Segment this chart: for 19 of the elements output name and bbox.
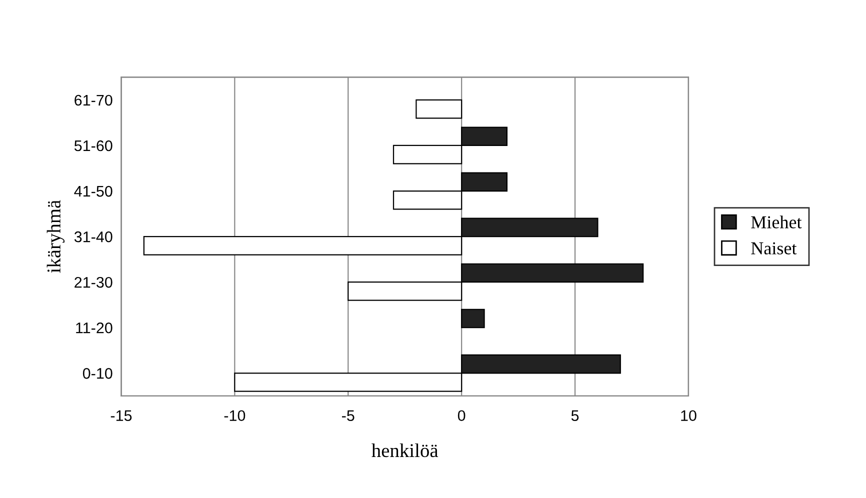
- x-tick-label: 10: [681, 410, 696, 422]
- legend-label: Miehet: [751, 216, 802, 228]
- x-tick-label: -10: [224, 410, 246, 422]
- y-tick-label: 31-40: [74, 231, 112, 242]
- x-tick-label: -15: [110, 410, 132, 422]
- y-tick-label: 11-20: [76, 322, 112, 334]
- y-tick-label: 0-10: [82, 368, 112, 379]
- x-tick-label: 5: [571, 410, 579, 422]
- bar: [461, 308, 485, 328]
- y-tick-label: 41-50: [74, 186, 112, 197]
- x-tick-label: -5: [342, 410, 354, 422]
- bar: [416, 99, 462, 119]
- x-tick-label: 0: [458, 410, 466, 422]
- y-tick-label: 21-30: [74, 276, 112, 288]
- y-axis-title: ikäryhmä: [46, 200, 65, 273]
- y-tick-label: 51-60: [74, 140, 112, 152]
- x-axis-title: henkilöä: [372, 443, 438, 458]
- legend-label: Naiset: [751, 242, 797, 254]
- y-tick-label: 61-70: [74, 94, 112, 106]
